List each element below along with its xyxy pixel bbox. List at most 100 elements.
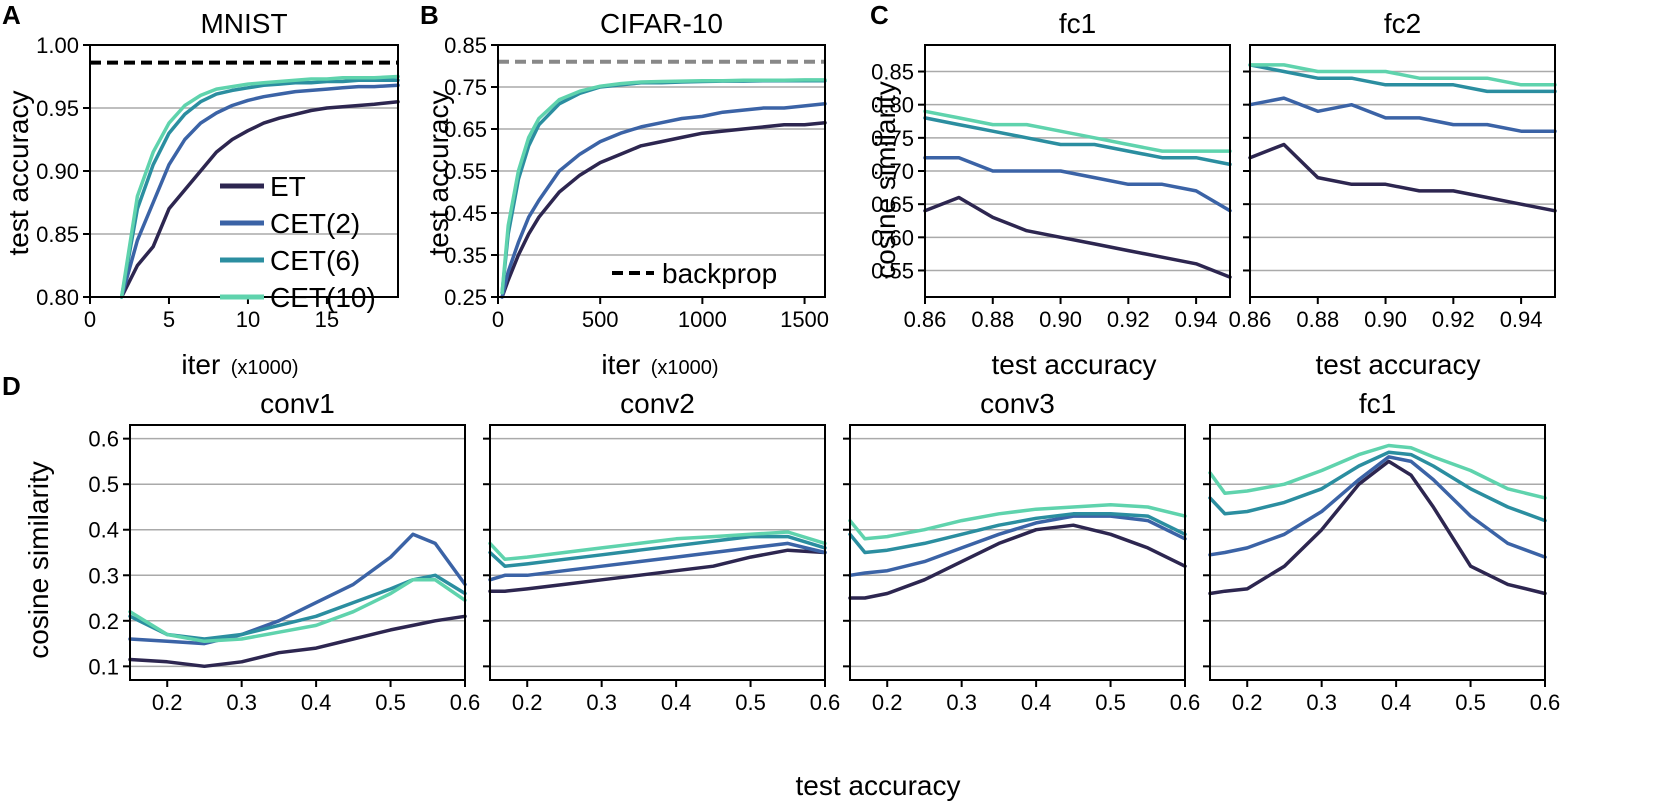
ytick-label-c1-1: 0.60: [871, 225, 914, 250]
xtick-label-d1-0: 0.2: [152, 690, 183, 715]
xtick-label-b-2: 1000: [678, 307, 727, 332]
ytick-label-b-1: 0.35: [444, 243, 487, 268]
series-a-cet10: [119, 74, 400, 299]
series-a-cet2: [119, 83, 400, 299]
title-d2: conv2: [620, 388, 695, 419]
ytick-label-a-4: 1.00: [36, 33, 79, 58]
series-c1-cet6: [923, 116, 1232, 167]
chart-A: MNIST 0 5 10 15 0.80 0.85 0.90 0.95 1.00: [36, 8, 400, 332]
xtick-label-a-0: 0: [84, 307, 96, 332]
ytick-label-a-3: 0.95: [36, 96, 79, 121]
ytick-label-a-2: 0.90: [36, 159, 79, 184]
legend: ET CET(2) CET(6) CET(10): [220, 171, 376, 313]
panel-letter-c: C: [870, 0, 889, 30]
xlabel-a: iter (x1000): [181, 349, 298, 380]
series-d2-cet2: [488, 541, 827, 582]
panel-letter-a: A: [2, 0, 21, 30]
legend-label-cet2: CET(2): [270, 208, 360, 239]
legend-label-et: ET: [270, 171, 306, 202]
xtick-label-c1-0: 0.86: [904, 307, 947, 332]
xtick-label-a-2: 10: [236, 307, 260, 332]
ytick-label-a-0: 0.80: [36, 285, 79, 310]
xtick-label-d1-2: 0.4: [301, 690, 332, 715]
ytick-label-c1-0: 0.55: [871, 258, 914, 283]
series-a-et: [119, 99, 400, 299]
series-d4-et: [1208, 459, 1547, 596]
xtick-label-c2-1: 0.88: [1296, 307, 1339, 332]
ytick-label-d1-1: 0.2: [88, 609, 119, 634]
xtick-label-d4-1: 0.3: [1306, 690, 1337, 715]
title-d4: fc1: [1359, 388, 1396, 419]
legend-label-cet10: CET(10): [270, 282, 376, 313]
xtick-label-d3-1: 0.3: [946, 690, 977, 715]
xtick-label-c2-3: 0.92: [1432, 307, 1475, 332]
backprop-legend-label: backprop: [662, 258, 777, 289]
chart-B: CIFAR-10 0 500 1000 1500 0.25 0.35 0.45 0.55 0.65…: [444, 8, 829, 332]
xtick-label-d4-0: 0.2: [1232, 690, 1263, 715]
xtick-label-d2-3: 0.5: [735, 690, 766, 715]
xtick-label-d4-2: 0.4: [1381, 690, 1412, 715]
xtick-label-d3-3: 0.5: [1095, 690, 1126, 715]
xtick-label-b-3: 1500: [780, 307, 829, 332]
panel-letter-d: D: [2, 371, 21, 401]
ytick-label-b-5: 0.75: [444, 75, 487, 100]
axes-frame-d4: [1209, 424, 1546, 681]
ytick-label-b-6: 0.85: [444, 33, 487, 58]
ylabel-d: cosine similarity: [23, 461, 54, 659]
xlabel-b: iter (x1000): [601, 349, 718, 380]
xtick-label-c1-4: 0.94: [1175, 307, 1218, 332]
series-d4-cet10: [1208, 443, 1547, 500]
chart-D2: conv2 0.2 0.3 0.4 0.5 0.6: [483, 388, 840, 715]
ytick-label-b-4: 0.65: [444, 117, 487, 142]
title-c1: fc1: [1059, 8, 1096, 39]
xtick-label-d2-4: 0.6: [810, 690, 841, 715]
series-c2-et: [1248, 142, 1557, 213]
ylabel-a: test accuracy: [3, 91, 34, 256]
ylabel-c: cosine similarity: [870, 81, 901, 279]
xtick-label-c1-1: 0.88: [971, 307, 1014, 332]
series-d2-et: [488, 548, 827, 593]
ytick-label-c1-5: 0.80: [871, 93, 914, 118]
series-d1-et: [128, 614, 467, 669]
series-d1-cet10: [128, 578, 467, 644]
xtick-label-d1-1: 0.3: [226, 690, 257, 715]
ytick-label-a-1: 0.85: [36, 222, 79, 247]
series-c1-cet10: [923, 109, 1232, 153]
xlabel-a-unit: (x1000): [231, 357, 299, 379]
xtick-label-b-0: 0: [492, 307, 504, 332]
series-d3-cet6: [848, 512, 1187, 555]
title-d3: conv3: [980, 388, 1055, 419]
xtick-label-a-3: 15: [315, 307, 339, 332]
chart-D4: fc1 0.2 0.3 0.4 0.5 0.6: [1203, 388, 1560, 715]
xtick-label-d3-0: 0.2: [872, 690, 903, 715]
series-b-et: [500, 120, 827, 299]
ytick-label-d1-3: 0.4: [88, 518, 119, 543]
series-d1-cet2: [128, 532, 467, 646]
series-b-cet10: [500, 78, 827, 295]
backprop-legend: backprop: [612, 258, 777, 289]
series-c1-cet2: [923, 155, 1232, 213]
ytick-label-d1-4: 0.5: [88, 472, 119, 497]
xlabel-a-main: iter: [181, 349, 220, 380]
xlabel-d: test accuracy: [796, 770, 961, 801]
title-c2: fc2: [1384, 8, 1421, 39]
panel-letter-b: B: [420, 0, 439, 30]
xlabel-c2: test accuracy: [1316, 349, 1481, 380]
ytick-label-d1-5: 0.6: [88, 427, 119, 452]
ytick-label-d1-0: 0.1: [88, 654, 119, 679]
ytick-label-c1-3: 0.70: [871, 159, 914, 184]
series-d4-cet6: [1208, 450, 1547, 523]
xtick-label-c2-2: 0.90: [1364, 307, 1407, 332]
xtick-label-c2-4: 0.94: [1500, 307, 1543, 332]
legend-label-cet6: CET(6): [270, 245, 360, 276]
chart-D1: conv1 0.2 0.3 0.4 0.5 0.6 0.1 0.2 0.3 0.4 0.5 0.6: [88, 388, 480, 715]
series-d3-et: [848, 523, 1187, 600]
xtick-label-d2-1: 0.3: [586, 690, 617, 715]
xtick-label-d4-4: 0.6: [1530, 690, 1561, 715]
chart-C1: fc1 0.86 0.88 0.90 0.92 0.94 0.55 0.60 0.65 0.70 0…: [871, 8, 1232, 332]
series-c2-cet10: [1248, 63, 1557, 87]
title-d1: conv1: [260, 388, 335, 419]
ytick-label-c1-4: 0.75: [871, 126, 914, 151]
ytick-label-c1-6: 0.85: [871, 60, 914, 85]
